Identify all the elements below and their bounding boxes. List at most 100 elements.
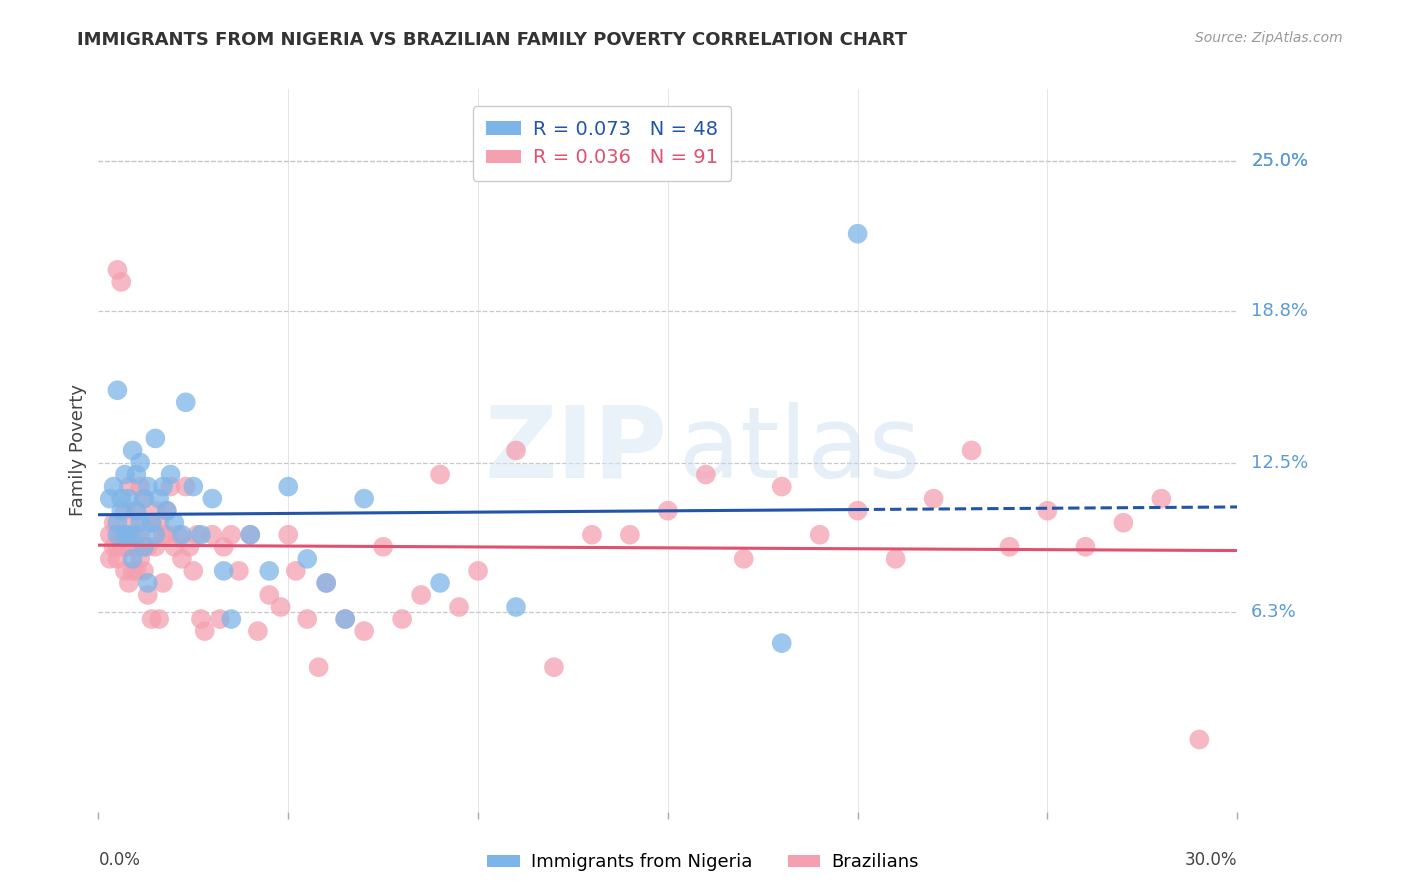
Point [179, 540, 201, 554]
Point [121, 516, 143, 530]
Point [141, 516, 163, 530]
Point [201, 528, 224, 542]
Point [125, 503, 148, 517]
Point [1112, 516, 1135, 530]
Point [246, 624, 269, 639]
Point [110, 275, 132, 289]
Point [114, 528, 136, 542]
Point [846, 503, 869, 517]
Point [136, 480, 159, 494]
Point [201, 491, 224, 506]
Point [152, 528, 174, 542]
Point [429, 576, 451, 591]
Point [581, 528, 603, 542]
Point [107, 551, 129, 566]
Point [129, 455, 152, 469]
Point [98, 528, 121, 542]
Point [110, 528, 132, 542]
Point [107, 540, 129, 554]
Point [239, 528, 262, 542]
Point [190, 528, 212, 542]
Point [163, 540, 186, 554]
Text: atlas: atlas [679, 402, 921, 499]
Point [284, 564, 307, 578]
Point [429, 467, 451, 482]
Point [121, 551, 143, 566]
Point [212, 564, 235, 578]
Point [239, 528, 262, 542]
Text: 12.5%: 12.5% [1251, 453, 1309, 472]
Y-axis label: Family Poverty: Family Poverty [69, 384, 87, 516]
Legend: Immigrants from Nigeria, Brazilians: Immigrants from Nigeria, Brazilians [479, 847, 927, 879]
Text: 25.0%: 25.0% [1251, 153, 1309, 170]
Point [619, 528, 641, 542]
Point [505, 443, 527, 458]
Point [277, 480, 299, 494]
Point [335, 612, 357, 626]
Point [190, 612, 212, 626]
Point [1074, 540, 1097, 554]
Point [194, 624, 217, 639]
Point [107, 384, 129, 398]
Point [543, 660, 565, 674]
Point [159, 467, 181, 482]
Point [183, 564, 205, 578]
Point [228, 564, 250, 578]
Point [145, 503, 167, 517]
Point [808, 528, 831, 542]
Point [208, 612, 231, 626]
Point [371, 540, 394, 554]
Point [107, 516, 129, 530]
Point [98, 491, 121, 506]
Point [132, 491, 155, 506]
Point [118, 540, 141, 554]
Point [98, 551, 121, 566]
Point [129, 480, 152, 494]
Point [411, 588, 433, 602]
Text: 25.0%: 25.0% [1251, 153, 1309, 170]
Point [141, 516, 163, 530]
Point [297, 612, 319, 626]
Point [114, 467, 136, 482]
Point [183, 480, 205, 494]
Point [1188, 732, 1211, 747]
Point [129, 516, 152, 530]
Point [505, 599, 527, 614]
Text: 18.8%: 18.8% [1251, 301, 1308, 319]
Point [770, 636, 793, 650]
Point [148, 612, 170, 626]
Point [960, 443, 983, 458]
Point [114, 564, 136, 578]
Point [141, 612, 163, 626]
Point [148, 491, 170, 506]
Point [170, 528, 193, 542]
Point [132, 564, 155, 578]
Point [998, 540, 1021, 554]
Point [270, 599, 292, 614]
Point [103, 540, 125, 554]
Text: 0.0%: 0.0% [98, 851, 141, 869]
Point [118, 480, 141, 494]
Point [259, 588, 281, 602]
Point [353, 491, 375, 506]
Point [125, 528, 148, 542]
Point [353, 624, 375, 639]
Point [110, 491, 132, 506]
Point [152, 480, 174, 494]
Point [125, 467, 148, 482]
Point [335, 612, 357, 626]
Point [118, 491, 141, 506]
Point [152, 576, 174, 591]
Point [125, 503, 148, 517]
Point [114, 503, 136, 517]
Point [156, 503, 179, 517]
Point [156, 503, 179, 517]
Point [170, 551, 193, 566]
Legend: R = 0.073   N = 48, R = 0.036   N = 91: R = 0.073 N = 48, R = 0.036 N = 91 [472, 106, 731, 181]
Point [121, 528, 143, 542]
Point [846, 227, 869, 241]
Point [1036, 503, 1059, 517]
Point [163, 516, 186, 530]
Point [297, 551, 319, 566]
Point [315, 576, 337, 591]
